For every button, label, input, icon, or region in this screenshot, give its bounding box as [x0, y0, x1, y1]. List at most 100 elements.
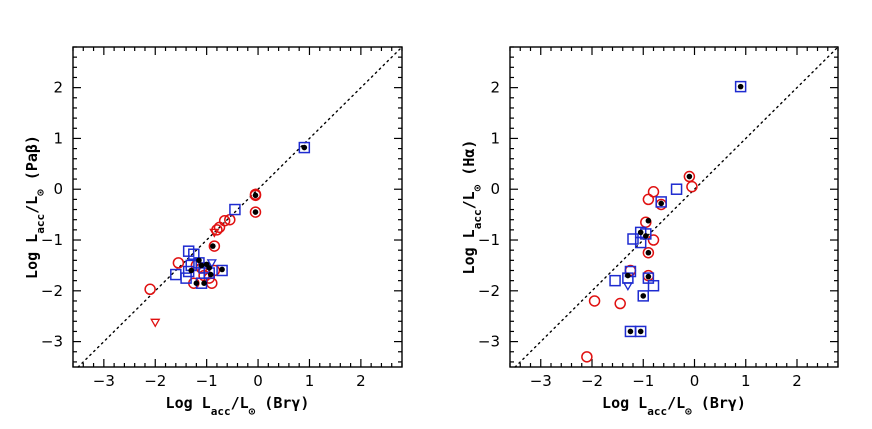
y-axis-label-part: /L: [460, 191, 478, 209]
x-axis-label: Log Lacc/L⊙ (Brγ): [166, 394, 310, 418]
x-tick-label: −1: [632, 372, 654, 390]
black-dot-marker: [640, 293, 647, 299]
black-dot-marker: [201, 280, 207, 286]
x-tick-label: 1: [305, 372, 315, 390]
black-dot-marker: [637, 229, 644, 236]
y-tick-label: −1: [41, 231, 63, 249]
black-dot-marker: [643, 233, 649, 239]
one-to-one-line: [514, 46, 839, 368]
black-dot-marker: [188, 267, 195, 274]
x-axis-label: Log Lacc/L⊙ (Brγ): [602, 394, 746, 418]
y-axis-label-part: Log L: [23, 234, 41, 279]
y-axis-label-part: (Hα): [460, 140, 478, 185]
x-tick-label: 0: [690, 372, 700, 390]
black-dot-marker: [686, 173, 693, 180]
x-axis-label-part: acc: [647, 405, 667, 418]
red-circle-marker: [647, 186, 660, 198]
y-axis-label-part: acc: [34, 214, 47, 234]
y-tick-label: −3: [41, 333, 63, 351]
blue-square-marker: [734, 80, 747, 93]
x-tick-label: 0: [253, 372, 263, 390]
y-tick-label: −3: [478, 333, 500, 351]
y-tick-label: 0: [53, 180, 63, 198]
y-axis-label-part: acc: [471, 209, 484, 229]
red-circle-marker: [249, 189, 262, 202]
black-dot-marker: [252, 209, 259, 215]
blue-upper-limit-marker: [206, 259, 217, 269]
black-dot-marker: [193, 280, 200, 286]
red-circle-marker: [642, 246, 655, 259]
y-axis-label: Log Lacc/L⊙ (Hα): [460, 140, 484, 275]
red-circle-marker: [172, 257, 185, 269]
red-circle-marker: [208, 240, 221, 252]
black-dot-marker: [637, 328, 644, 335]
x-axis-label-part: Log L: [166, 394, 211, 412]
y-axis-label-part: /L: [23, 196, 41, 214]
x-axis-label-part: ⊙: [685, 405, 692, 418]
y-tick-label: 1: [53, 129, 63, 147]
y-tick-label: 1: [490, 129, 500, 147]
blue-square-marker: [180, 272, 192, 284]
x-tick-label: −1: [196, 372, 218, 390]
y-tick-label: −2: [41, 282, 63, 300]
blue-square-marker: [655, 196, 667, 208]
black-dot-marker: [645, 273, 652, 280]
x-tick-label: −3: [93, 372, 115, 390]
y-axis-label-part: Log L: [460, 229, 478, 274]
blue-square-marker: [216, 264, 228, 277]
black-dot-marker: [210, 243, 216, 249]
y-axis-label-part: (Paβ): [23, 135, 41, 189]
x-tick-label: −3: [530, 372, 552, 390]
x-axis-label-part: Log L: [602, 394, 647, 412]
y-axis-label-part: ⊙: [471, 184, 484, 191]
black-dot-marker: [625, 272, 631, 279]
black-dot-marker: [207, 271, 214, 278]
y-tick-label: 2: [53, 79, 63, 97]
x-axis-label-part: ⊙: [249, 405, 256, 418]
blue-square-marker: [637, 290, 649, 302]
x-axis-label-part: /L: [231, 394, 249, 412]
blue-square-marker: [647, 279, 660, 292]
y-axis-label: Log Lacc/L⊙ (Paβ): [23, 135, 47, 279]
red-upper-limit-marker: [150, 318, 161, 328]
x-axis-label-part: (Brγ): [255, 394, 309, 412]
black-dot-marker: [196, 257, 202, 264]
black-dot-marker: [219, 266, 225, 273]
x-axis-label-part: /L: [667, 394, 685, 412]
red-upper-limit-marker: [209, 228, 220, 238]
red-circle-marker: [683, 170, 696, 183]
red-circle-marker: [144, 283, 156, 296]
y-axis-label-part: ⊙: [34, 189, 47, 196]
blue-square-marker: [634, 325, 647, 338]
red-circle-marker: [686, 180, 698, 193]
red-circle-marker: [642, 193, 655, 206]
red-circle-marker: [647, 234, 660, 246]
x-tick-label: −2: [144, 372, 166, 390]
black-dot-marker: [658, 200, 664, 207]
black-dot-marker: [252, 192, 259, 199]
x-tick-label: 1: [741, 372, 751, 390]
black-dot-marker: [301, 144, 308, 151]
blue-upper-limit-marker: [622, 282, 633, 292]
y-tick-label: 0: [490, 180, 500, 198]
black-dot-marker: [737, 83, 744, 90]
blue-square-marker: [627, 233, 639, 245]
x-tick-label: 2: [356, 372, 366, 390]
x-axis-label-part: acc: [211, 405, 231, 418]
red-circle-marker: [218, 214, 231, 227]
x-tick-label: −2: [581, 372, 603, 390]
blue-square-marker: [609, 274, 621, 287]
y-tick-label: 2: [490, 79, 500, 97]
red-circle-marker: [249, 206, 262, 218]
blue-square-marker: [229, 203, 241, 216]
red-circle-marker: [581, 351, 593, 363]
blue-square-marker: [670, 183, 683, 195]
blue-square-marker: [298, 141, 311, 154]
red-circle-marker: [588, 295, 601, 307]
x-axis-label-part: (Brγ): [692, 394, 746, 412]
black-dot-marker: [645, 217, 652, 224]
